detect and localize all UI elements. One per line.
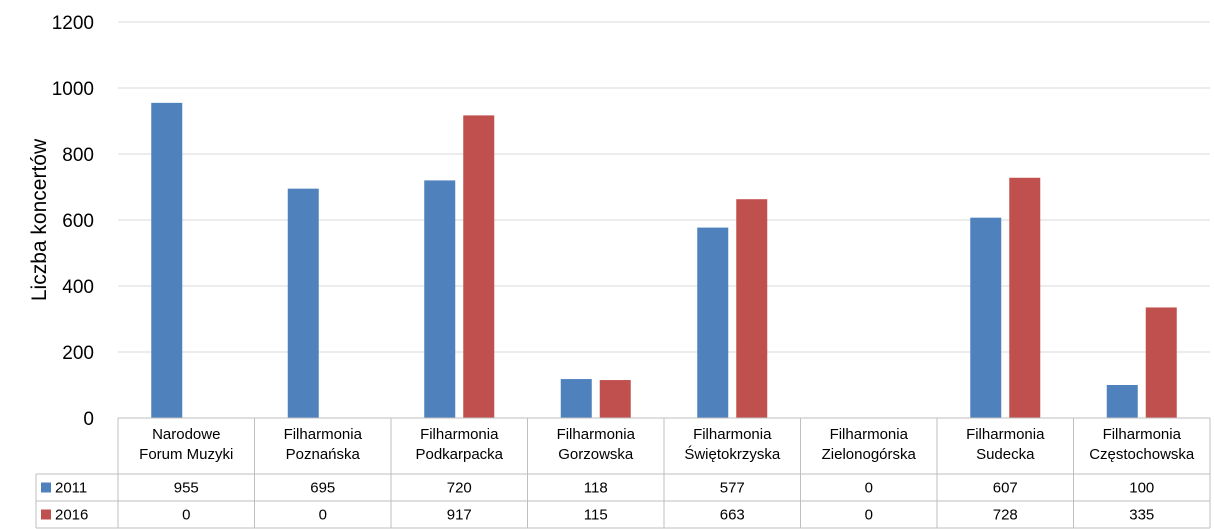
bar-2011-1	[151, 102, 183, 418]
category-label: Filharmonia Sudecka	[966, 426, 1045, 463]
data-label-2016: 663	[720, 507, 745, 524]
bar-2011-4	[560, 379, 592, 418]
bar-2011-7	[970, 217, 1002, 418]
bar-2011-3	[424, 180, 456, 418]
data-label-2011: 607	[993, 480, 1018, 497]
y-tick-label: 1000	[52, 79, 94, 100]
category-label: Filharmonia Częstochowska	[1089, 426, 1195, 463]
category-label: Narodowe Forum Muzyki	[139, 426, 233, 463]
y-axis-ticks: 0 200 400 600 800 1000 1200	[52, 13, 94, 430]
bar-2016-8	[1145, 307, 1177, 418]
y-tick-label: 400	[62, 277, 94, 298]
y-tick-label: 600	[62, 211, 94, 232]
bar-2011-2	[287, 188, 319, 418]
data-table: Narodowe Forum Muzyki Filharmonia Poznańska…	[35, 417, 1211, 529]
data-label-2011: 695	[310, 480, 335, 497]
data-label-2016: 728	[993, 507, 1018, 524]
data-label-2016: 335	[1129, 507, 1154, 524]
category-label: Filharmonia Świętokrzyska	[684, 426, 781, 463]
category-label: Filharmonia Gorzowska	[557, 426, 636, 463]
legend-key-2016	[41, 509, 51, 520]
data-label-2011: 720	[447, 480, 472, 497]
data-label-2011: 100	[1129, 480, 1154, 497]
data-label-2016: 917	[447, 507, 472, 524]
bars	[151, 102, 1177, 418]
category-label: Filharmonia Zielonogórska	[822, 426, 917, 463]
bar-2016-4	[599, 380, 631, 418]
gridlines	[118, 21, 1210, 353]
data-label-2011: 577	[720, 480, 745, 497]
data-label-2016: 0	[319, 507, 327, 524]
data-label-2011: 955	[174, 480, 199, 497]
category-label: Filharmonia Poznańska	[284, 426, 363, 463]
y-tick-label: 800	[62, 145, 94, 166]
bar-2016-3	[463, 115, 495, 418]
legend-label-2016: 2016	[55, 507, 88, 524]
y-tick-label: 0	[83, 409, 94, 430]
bar-2016-5	[736, 199, 768, 418]
data-label-2016: 115	[584, 507, 608, 524]
legend-key-2011	[41, 482, 51, 493]
bar-2011-5	[697, 227, 729, 418]
category-label: Filharmonia Podkarpacka	[415, 426, 503, 463]
bar-2011-8	[1106, 385, 1138, 418]
data-label-2016: 0	[182, 507, 190, 524]
bar-2016-7	[1009, 177, 1041, 418]
y-tick-label: 200	[62, 343, 94, 364]
data-label-2016: 0	[865, 507, 873, 524]
data-label-2011: 118	[584, 480, 608, 497]
y-tick-label: 1200	[52, 13, 94, 34]
legend-label-2011: 2011	[55, 480, 87, 497]
data-label-2011: 0	[865, 480, 873, 497]
y-axis-label: Liczba koncertów	[28, 138, 51, 301]
